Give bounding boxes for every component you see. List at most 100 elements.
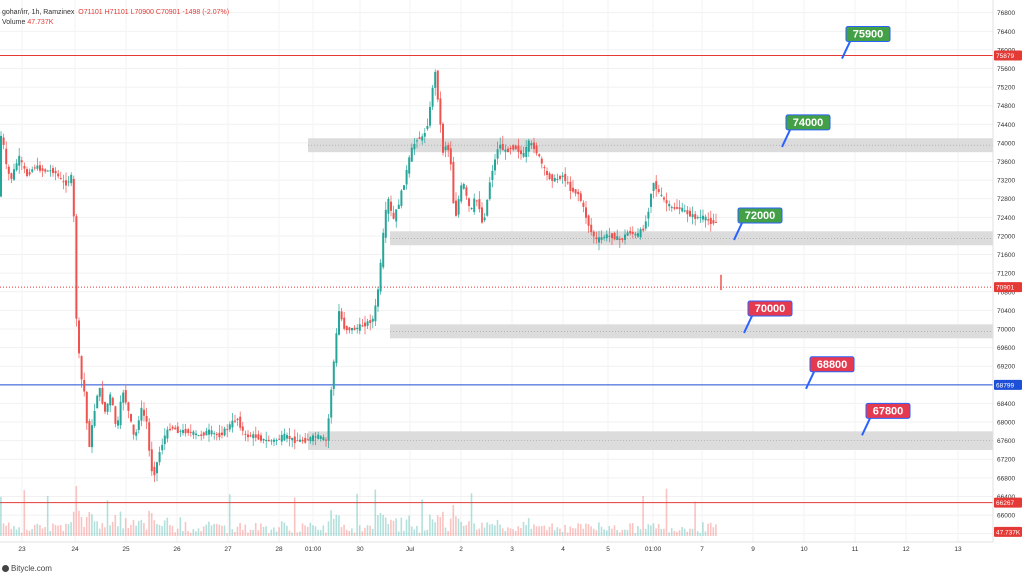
candle-body [236, 418, 239, 420]
candle-body [481, 207, 483, 223]
volume-bar [624, 529, 626, 536]
volume-bar [31, 528, 33, 536]
candle-body [587, 215, 590, 226]
volume-bar [452, 505, 455, 536]
volume-bar [468, 521, 470, 536]
candle-body [447, 145, 450, 151]
volume-bar [382, 514, 384, 536]
volume-bar [676, 531, 678, 536]
volume-bar [592, 528, 595, 536]
candle-body [501, 143, 504, 151]
volume-bar [169, 525, 171, 536]
volume-bar [364, 527, 366, 536]
label-pointer [841, 41, 851, 59]
volume-bar [475, 529, 478, 536]
volume-bar [686, 531, 689, 536]
candle-body [460, 185, 463, 202]
candle-body [663, 197, 665, 200]
volume-bar [473, 523, 475, 536]
volume-bar [369, 525, 371, 536]
volume-bar [262, 526, 265, 536]
candle-body [546, 170, 548, 175]
candle-body [18, 155, 21, 166]
volume-bar [483, 527, 486, 536]
volume-bar [283, 522, 286, 536]
candle-body [200, 434, 203, 436]
volume-bar [96, 521, 98, 536]
volume-bar [26, 529, 28, 536]
candle-body [366, 321, 369, 326]
candle-body [345, 326, 348, 331]
candle-body [613, 233, 616, 240]
level-label-text: 75900 [853, 29, 884, 41]
volume-value: 47.737K [27, 19, 54, 26]
candle-body [70, 174, 73, 184]
volume-bar [174, 532, 176, 536]
volume-bar [460, 521, 462, 536]
volume-bar [78, 510, 80, 536]
volume-bar [13, 526, 15, 536]
volume-bar [234, 531, 236, 536]
candle-body [629, 230, 632, 234]
candle-body [566, 182, 569, 184]
price-tick-label: 68400 [997, 401, 1015, 408]
volume-bar [72, 511, 75, 536]
candle-body [15, 163, 18, 171]
volume-bar [62, 530, 65, 536]
candle-body [156, 462, 158, 474]
volume-bar [356, 493, 358, 536]
candle-body [650, 193, 652, 207]
volume-bar [208, 521, 210, 536]
label-pointer [781, 129, 791, 148]
candle-body [23, 165, 26, 169]
candle-body [598, 237, 600, 243]
volume-bar [442, 511, 444, 536]
candle-body [611, 233, 613, 239]
volume-bar [436, 515, 439, 536]
candle-body [189, 431, 192, 433]
candle-body [62, 181, 65, 183]
volume-bar [28, 530, 31, 536]
candle-body [387, 198, 390, 214]
volume-bar [202, 526, 205, 536]
level-label-text: 67800 [873, 405, 904, 417]
volume-bar [179, 517, 182, 536]
candle-body [551, 174, 554, 181]
candle-body [80, 356, 83, 380]
candle-body [371, 318, 374, 322]
volume-bar [330, 510, 332, 536]
candle-body [309, 437, 312, 441]
price-badge-label: 68799 [996, 382, 1014, 389]
candle-body [44, 169, 47, 172]
volume-bar [639, 529, 642, 536]
time-tick-label: 01:00 [645, 546, 662, 553]
candle-body [553, 177, 556, 182]
volume-bar [140, 519, 143, 536]
candle-body [639, 229, 642, 238]
candle-body [377, 289, 379, 307]
volume-bar [400, 517, 403, 536]
candle-body [265, 439, 268, 442]
candle-body [249, 435, 252, 437]
volume-bar [538, 526, 540, 536]
candle-body [413, 143, 416, 150]
volume-bar [348, 530, 351, 536]
candle-body [488, 182, 491, 200]
volume-bar [197, 528, 200, 536]
low-value: L70900 [130, 9, 154, 16]
candle-body [283, 433, 286, 441]
candle-body [392, 212, 395, 219]
level-label-box [865, 402, 911, 419]
volume-bar [637, 526, 639, 536]
volume-bar [161, 526, 163, 536]
candle-body [504, 149, 507, 152]
volume-bar [548, 526, 551, 536]
volume-bar [101, 523, 104, 536]
candle-body [262, 438, 265, 441]
candle-body [356, 327, 359, 330]
volume-bar [501, 528, 504, 536]
candle-body [195, 433, 197, 436]
candle-body [577, 191, 580, 195]
price-badge [994, 282, 1022, 293]
